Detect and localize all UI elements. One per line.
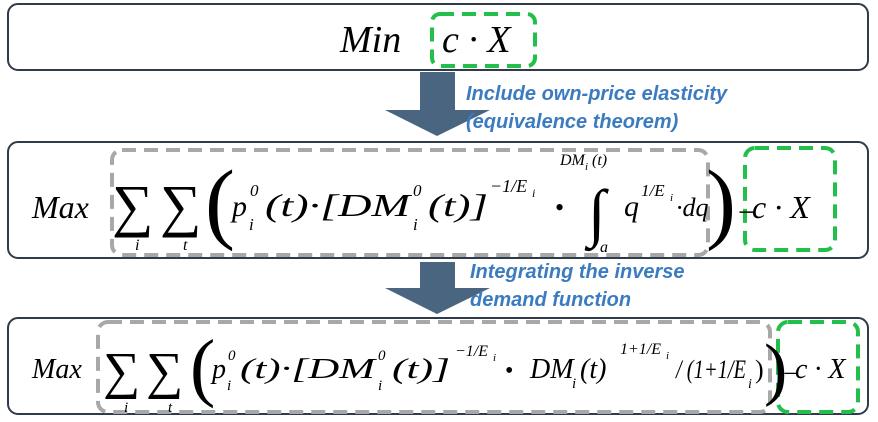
formula-token: i [493, 352, 496, 364]
formula-token: ( [190, 325, 215, 409]
formula-token: a [600, 239, 608, 256]
formula-token: (t)] [428, 187, 488, 223]
arrow-label: demand function [470, 289, 631, 311]
formula-token: ∫ [584, 177, 609, 252]
formula-token: − [783, 359, 798, 388]
formula-token: i [124, 400, 128, 416]
formula-token: −1/E [455, 343, 488, 360]
formula-token: / (1+1/E [674, 355, 746, 384]
formula-token: −1/E [490, 176, 527, 196]
formula-token: (t)·[DM [265, 187, 413, 223]
highlight-box [776, 320, 860, 414]
arrow-label: Integrating the inverse [470, 261, 685, 283]
arrow-label: Include own-price elasticity [466, 83, 728, 105]
highlight-box [430, 12, 537, 68]
formula-token: ( [205, 153, 235, 252]
formula-token: i [249, 215, 254, 234]
formula-token: DM [559, 152, 587, 169]
formula-token: (t)] [392, 354, 450, 385]
formula-token: i [572, 376, 576, 392]
formula-token: ∑ [112, 173, 153, 238]
formula-token: 1/E [641, 181, 665, 200]
formula-token: q [624, 190, 639, 223]
formula-token: (t)·[DM [240, 354, 378, 385]
formula-token: 0 [378, 348, 386, 364]
formula-token: c · X [795, 354, 846, 385]
formula-token: i [532, 186, 535, 200]
formula-token: − [738, 196, 755, 229]
formula-token: i [585, 161, 588, 173]
formula-token: 0 [413, 181, 422, 200]
formula-token: i [670, 192, 673, 204]
formula-token: Max [31, 189, 89, 225]
formula-token: ∑ [146, 343, 183, 400]
formula-token: p [230, 190, 247, 223]
formula-token: (t) [592, 152, 607, 169]
formula-token: t [168, 400, 173, 416]
formula-token: Min [339, 19, 401, 61]
formula-token: i [748, 377, 752, 392]
formula-token: Max [31, 354, 82, 385]
highlight-box [743, 146, 837, 252]
highlight-box [96, 320, 772, 414]
formula-token: i [666, 350, 669, 362]
formula-token: i [413, 215, 418, 234]
formula-token: t [183, 237, 188, 254]
formula-token: DM [529, 354, 575, 385]
highlight-box [110, 148, 710, 257]
arrow-label: (equivalence theorem) [466, 111, 679, 133]
formula-token: c · X [752, 189, 811, 225]
formula-token: c · X [442, 19, 512, 61]
formula-token: (t) [580, 354, 606, 385]
formula-token: ) [706, 153, 736, 252]
formula-token: 0 [250, 181, 259, 200]
arrow [385, 262, 490, 314]
formula-token: • [555, 193, 564, 222]
formula-token: ∑ [160, 173, 201, 238]
formula-token: p [210, 354, 226, 385]
formula-token: i [227, 378, 231, 394]
arrow [385, 72, 490, 136]
formula-token: 0 [228, 348, 236, 364]
formula-token: i [378, 378, 382, 394]
formula-token: i [135, 237, 139, 254]
box [7, 317, 869, 415]
formula-token: ) [755, 355, 764, 384]
formula-token: ∑ [103, 343, 140, 400]
formula-token: ·dq [676, 193, 709, 222]
formula-token: 1+1/E [620, 341, 661, 358]
formula-token: • [505, 358, 513, 384]
box [7, 3, 869, 71]
formula-token: ) [764, 331, 787, 408]
box [7, 141, 869, 259]
